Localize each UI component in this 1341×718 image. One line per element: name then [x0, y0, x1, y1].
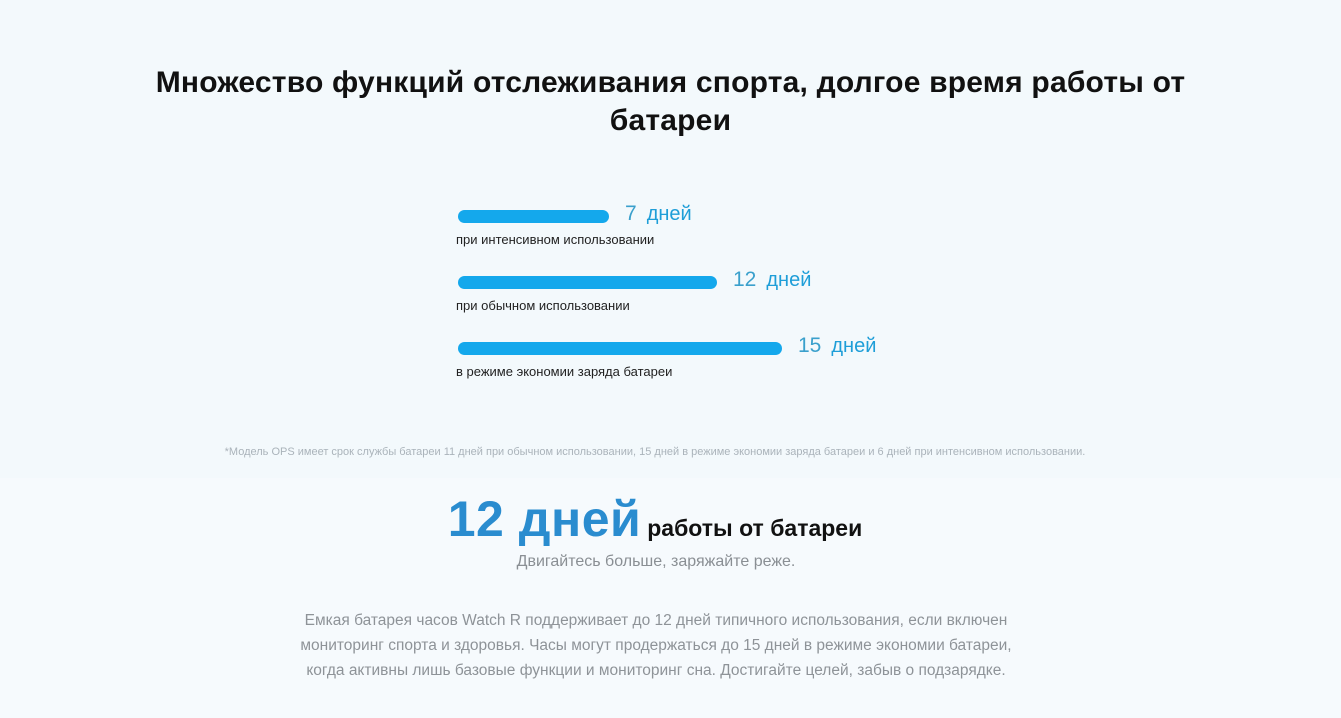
battery-caption: в режиме экономии заряда батареи	[456, 364, 673, 379]
highlight-number: 12 дней	[447, 491, 642, 547]
lower-section-background	[0, 478, 1341, 718]
battery-bar	[458, 210, 609, 223]
battery-days-number: 12	[733, 268, 757, 291]
battery-days-number: 15	[798, 334, 822, 357]
page-headline: Множество функций отслеживания спорта, д…	[0, 64, 1341, 140]
battery-days-number: 7	[625, 202, 637, 225]
description-line-3: когда активны лишь базовые функции и мон…	[306, 662, 1006, 679]
battery-value: 12 дней	[733, 268, 811, 292]
battery-highlight: 12 дней работы от батареи	[0, 490, 1310, 548]
battery-footnote: *Модель OPS имеет срок службы батареи 11…	[224, 446, 1086, 458]
highlight-text: работы от батареи	[647, 515, 863, 541]
battery-days-unit: дней	[646, 203, 692, 225]
description-line-2: мониторинг спорта и здоровья. Часы могут…	[300, 637, 1012, 654]
battery-days-unit: дней	[766, 269, 812, 291]
battery-value: 15 дней	[798, 334, 876, 358]
description-line-1: Емкая батарея часов Watch R поддерживает…	[304, 612, 1008, 629]
headline-line-1: Множество функций отслеживания спорта, д…	[155, 66, 1186, 99]
battery-value: 7 дней	[625, 202, 692, 226]
battery-days-unit: дней	[831, 335, 877, 357]
battery-bar	[458, 342, 782, 355]
battery-caption: при обычном использовании	[456, 298, 630, 313]
headline-line-2: батареи	[609, 104, 732, 137]
battery-description: Емкая батарея часов Watch R поддерживает…	[0, 608, 1312, 683]
battery-caption: при интенсивном использовании	[456, 232, 655, 247]
battery-bar	[458, 276, 717, 289]
section-subtitle: Двигайтесь больше, заряжайте реже.	[516, 553, 796, 570]
